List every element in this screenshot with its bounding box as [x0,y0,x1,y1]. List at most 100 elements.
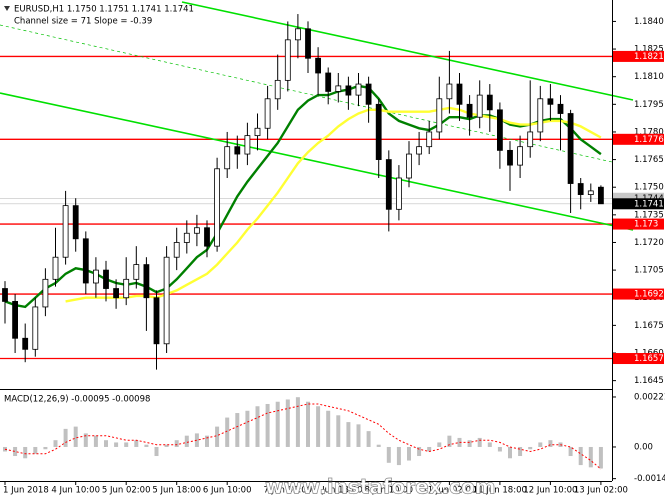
macd-bar [407,446,411,461]
level-label: 1.1657 [634,354,664,364]
macd-bar [578,446,583,466]
candle-body [274,79,281,100]
macd-bar [285,399,290,447]
candle-body [547,98,554,105]
candle-body [496,109,503,151]
y-tick-label: 1.1825 [634,45,664,55]
y-tick-label: 1.1645 [634,376,664,386]
level-label: 1.1776 [634,135,664,145]
y-tick-label: 1.1750 [634,183,664,193]
macd-bar [306,401,310,447]
level-label: 1.173 [634,220,658,230]
candle-body [163,256,170,345]
candle-body [12,301,19,339]
macd-bar [477,437,482,447]
macd-bar [376,444,381,447]
candle-body [426,131,433,148]
ask-label-bg [613,192,664,204]
candle-body [507,149,513,166]
bid-label-bg [613,198,664,210]
macd-bar [457,437,462,447]
channel-info: Channel size = 71 Slope = -0.39 [14,17,152,27]
x-tick-label: 11 Jun 18:00 [473,486,527,496]
candle-body [284,39,291,81]
candle-body [577,183,584,195]
macd-bar [366,431,371,447]
macd-bar [265,403,270,447]
x-tick-label: 13 Jun 02:00 [574,486,628,496]
candle-body [52,256,59,280]
candle-body [517,146,523,166]
macd-bar [184,435,189,447]
candle-body [204,227,210,247]
macd-title: MACD(12,26,9) -0.00095 -0.00098 [4,395,150,405]
level-label-bg [613,50,664,62]
macd-bar [124,442,129,447]
y-tick-label: 1.1780 [634,127,664,137]
collapse-icon[interactable] [4,6,10,11]
candle-body [32,306,39,350]
macd-bar [53,440,58,447]
macd-bar [73,426,78,447]
candle-body [557,103,564,114]
level-label-bg [613,133,664,145]
macd-bar [346,422,351,447]
macd-bar [487,442,492,447]
y-tick-label: 0.00 [634,442,653,452]
candle-body [466,103,473,118]
macd-bar [316,406,321,447]
macd-bar [13,446,18,457]
macd-bar [83,433,88,447]
candle-body [173,242,180,258]
y-tick-label: -0.0014 [634,474,665,484]
candle-body [294,28,301,41]
macd-bar [467,440,472,447]
candle-body [365,83,372,105]
candle-body [567,113,574,184]
candle-body [2,288,8,302]
level-label-bg [613,288,664,300]
candle-body [395,177,402,210]
candle-body [244,135,251,155]
macd-bar [63,428,68,447]
macd-bar [275,401,280,447]
macd-bar [538,442,543,447]
candle-body [264,98,271,129]
channel-lower [0,92,634,231]
candle-body [193,227,200,234]
candle-body [587,190,594,195]
macd-bar [326,410,331,447]
candle-body [82,238,89,284]
level-label: 1.1692 [634,290,664,300]
candle-body [72,205,79,240]
candle-body [183,232,190,243]
x-tick-label: 12 Jun 10:00 [523,486,577,496]
macd-bar [356,424,361,447]
candle-body [214,168,221,247]
macd-bar [598,446,603,469]
macd-bar [104,440,108,447]
macd-bar [215,426,220,447]
macd-bar [396,446,401,466]
y-tick-label: 1.1795 [634,100,664,110]
x-tick-label: 1 Jun 2018 [3,486,49,496]
macd-bar [295,397,300,447]
y-tick-label: 1.1735 [634,210,664,220]
macd-bar [144,444,149,447]
macd-bar [23,446,28,459]
macd-bar [245,410,250,447]
candle-body [446,83,453,100]
macd-bar [235,413,240,447]
candle-body [153,297,160,345]
macd-bar [205,435,209,447]
macd-bar [548,440,553,447]
candle-body [345,85,352,96]
level-label: 1.1821 [634,52,664,62]
macd-bar [386,446,391,463]
macd-bar [164,444,169,447]
macd-bar [194,433,199,447]
x-tick-label: 6 Jun 10:00 [203,486,252,496]
candle-body [436,98,443,133]
